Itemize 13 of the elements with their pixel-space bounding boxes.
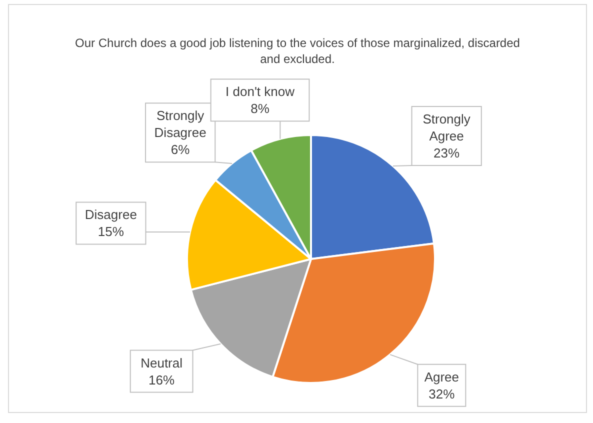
data-label: 8% bbox=[250, 101, 270, 116]
chart-title: Our Church does a good job listening to the voices of those marginalized, discarded and excluded. bbox=[74, 35, 521, 67]
slice-label: Agree bbox=[424, 369, 460, 384]
slice-label: Neutral bbox=[140, 355, 183, 370]
slice-label: Strongly Agree bbox=[422, 111, 471, 144]
data-label: 16% bbox=[148, 372, 176, 388]
slice-label: Disagree bbox=[84, 207, 137, 222]
data-label: 15% bbox=[98, 224, 124, 240]
data-label: 6% bbox=[170, 142, 190, 158]
data-label: 32% bbox=[428, 386, 456, 402]
slice-label: I don't know bbox=[226, 84, 296, 100]
data-label: 23% bbox=[434, 145, 460, 160]
slice-label: Strongly Disagree bbox=[154, 108, 206, 140]
